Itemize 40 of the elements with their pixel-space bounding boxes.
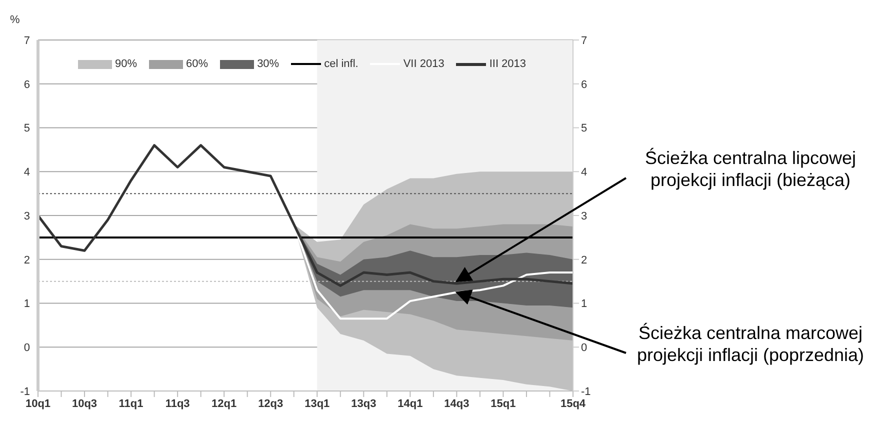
y-tick-label: 0 xyxy=(24,342,30,354)
x-tick-label: 12q3 xyxy=(258,398,284,410)
legend-label: 30% xyxy=(257,58,280,70)
y-tick-label: 6 xyxy=(24,78,30,91)
y2-tick-label: 5 xyxy=(581,122,588,135)
legend-label: cel infl. xyxy=(324,58,358,70)
x-tick-label: 10q1 xyxy=(25,398,51,410)
x-tick-label: 13q1 xyxy=(304,398,330,410)
y2-tick-label: 6 xyxy=(581,78,588,91)
legend-label: III 2013 xyxy=(489,58,526,70)
y-tick-label: 4 xyxy=(24,166,30,179)
x-tick-label: 14q1 xyxy=(398,398,423,410)
x-tick-label: 15q4 xyxy=(560,398,586,410)
legend-label: 60% xyxy=(186,58,208,70)
y-tick-label: 2 xyxy=(24,254,30,266)
y2-tick-label: 7 xyxy=(581,34,588,47)
x-tick-label: 15q1 xyxy=(490,398,516,410)
legend-label: 90% xyxy=(115,58,138,70)
y-axis-title: % xyxy=(10,14,20,26)
y2-tick-label: 2 xyxy=(581,254,588,266)
x-tick-label: 13q3 xyxy=(351,398,376,410)
y2-tick-label: 1 xyxy=(581,298,588,310)
x-tick-label: 12q1 xyxy=(212,398,237,410)
annotation: Ścieżka centralna lipcowej projekcji inflacji (bieżąca) xyxy=(644,148,858,192)
x-tick-label: 11q1 xyxy=(118,398,144,410)
legend-label: VII 2013 xyxy=(403,58,444,70)
y2-tick-label: 0 xyxy=(581,342,588,354)
y2-tick-label: 3 xyxy=(581,210,588,222)
x-tick-label: 10q3 xyxy=(72,398,98,410)
y2-tick-label: -1 xyxy=(581,386,591,398)
y-tick-label: 1 xyxy=(24,298,30,310)
x-tick-label: 14q3 xyxy=(444,398,470,410)
y-tick-label: 3 xyxy=(24,210,30,222)
y-tick-label: -1 xyxy=(20,386,30,398)
y2-tick-label: 4 xyxy=(581,166,588,179)
y-tick-label: 5 xyxy=(24,122,30,135)
annotation: Ścieżka centralna marcowej projekcji inflacji (poprzednia) xyxy=(636,323,866,366)
y-tick-label: 7 xyxy=(24,34,30,47)
line-series xyxy=(38,144,573,287)
x-tick-label: 11q3 xyxy=(165,398,190,410)
